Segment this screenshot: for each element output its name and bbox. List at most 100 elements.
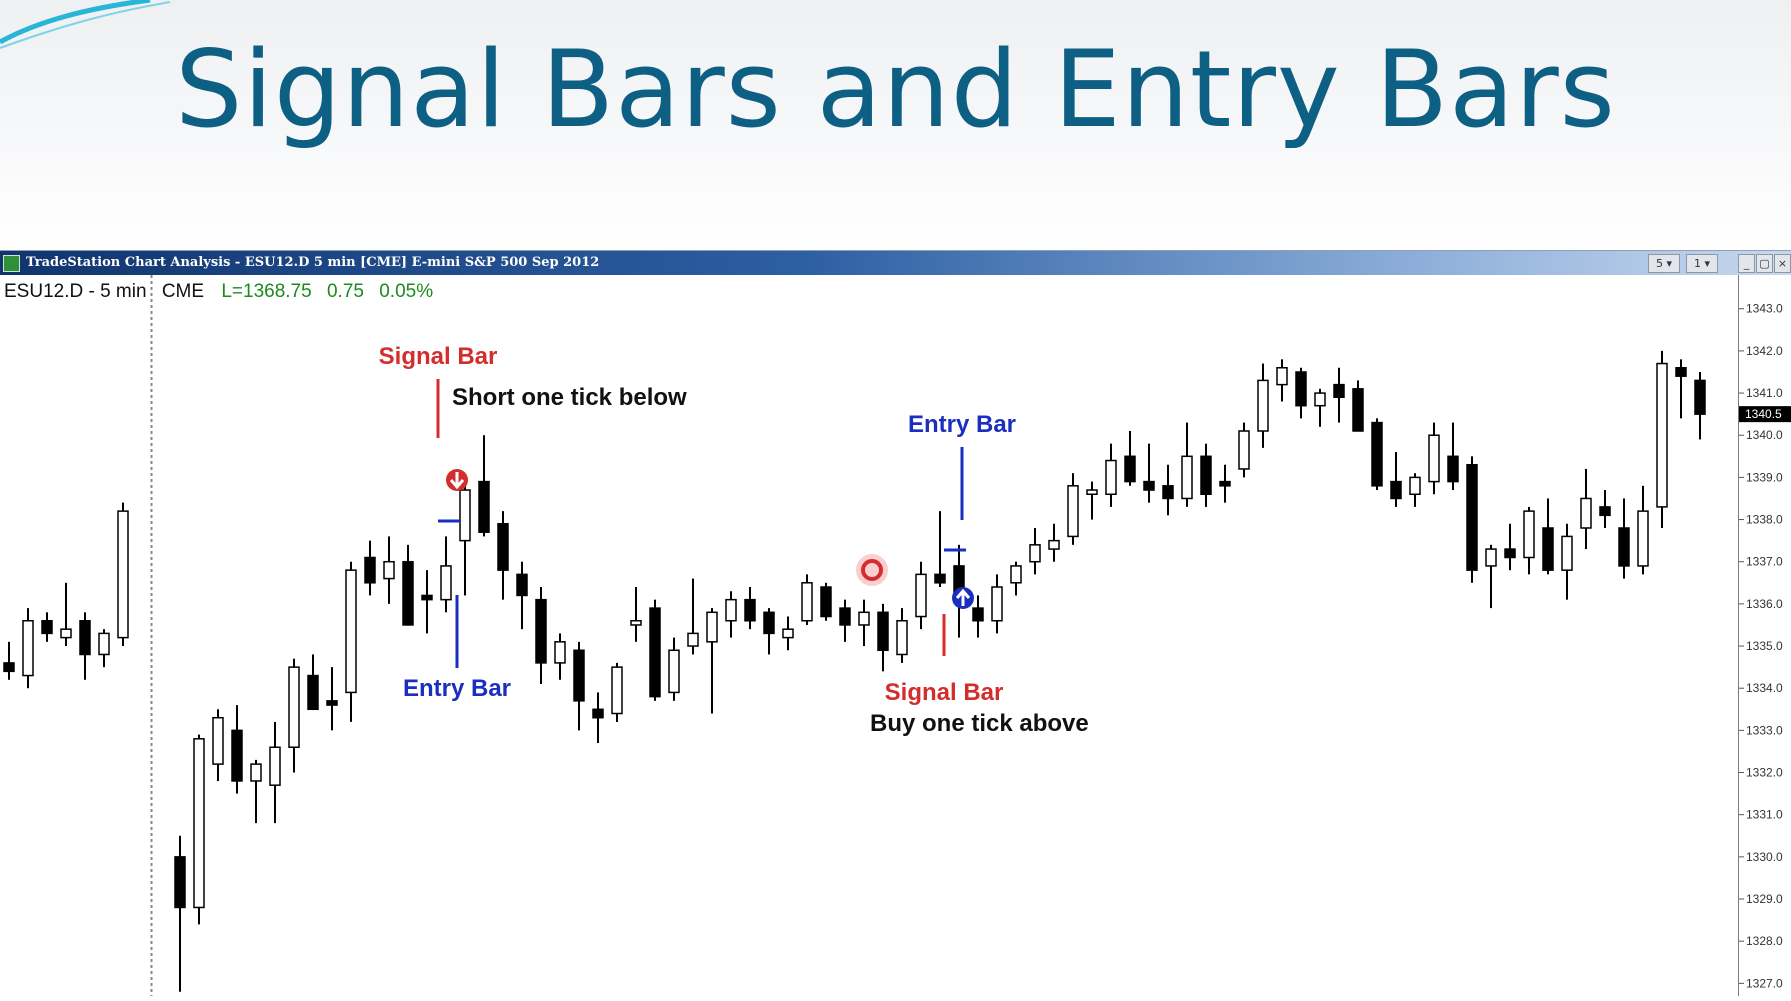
candle-body-79 (1542, 527, 1554, 571)
candle-body-28 (573, 649, 585, 702)
candlestick-chart: Signal Bar Short one tick below Entry Ba… (3, 275, 1706, 996)
candle-body-49 (972, 607, 984, 622)
candles-group (3, 350, 1706, 992)
axis-tick-label-2: 1341.0 (1746, 386, 1783, 400)
last-price: L=1368.75 (221, 281, 312, 302)
axis-tick-label-11: 1332.0 (1746, 766, 1783, 780)
plot-area[interactable]: Signal Bar Short one tick below Entry Ba… (0, 275, 1739, 996)
price-change-pct: 0.05% (379, 281, 434, 302)
candle-body-59 (1162, 485, 1174, 500)
candle-body-24 (497, 523, 509, 571)
price-axis[interactable]: 1343.0 1342.0 1341.0 1340.0 1339.0 1338.0 1337… (1739, 275, 1791, 996)
long-entry-arrow-icon (952, 587, 974, 609)
signal-bar-label-2: Signal Bar (885, 679, 1004, 706)
axis-tick-label-7: 1336.0 (1746, 597, 1783, 611)
candle-body-26 (535, 598, 547, 664)
candle-body-45 (896, 619, 908, 656)
candle-body-44 (877, 611, 889, 652)
candle-body-13 (288, 666, 300, 748)
candle-body-47 (934, 573, 946, 584)
axis-tick-label-13: 1330.0 (1746, 850, 1783, 864)
entry-bar-label-2: Entry Bar (908, 411, 1016, 438)
candle-body-66 (1295, 371, 1307, 407)
axis-ticks-group: 1343.0 1342.0 1341.0 1340.0 1339.0 1338.0 1337… (1739, 302, 1783, 990)
prior-exit-marker-icon (856, 554, 888, 586)
candle-body-63 (1238, 430, 1250, 470)
candle-body-34 (687, 632, 699, 647)
candle-body-69 (1352, 388, 1364, 432)
candle-body-31 (630, 619, 642, 626)
maximize-button[interactable]: ▢ (1756, 254, 1773, 273)
candle-body-71 (1390, 480, 1402, 500)
candle-body-33 (668, 649, 680, 694)
candle-body-41 (820, 586, 832, 618)
interval-dropdown-button[interactable]: 5 ▾ (1648, 254, 1680, 273)
candle-body-40 (801, 582, 813, 622)
candle-body-11 (250, 763, 262, 782)
minimize-button[interactable]: _ (1738, 254, 1755, 273)
current-price-label: 1340.5 (1745, 407, 1782, 421)
axis-tick-label-16: 1327.0 (1746, 976, 1783, 990)
candle-body-35 (706, 611, 718, 643)
candle-body-19 (402, 560, 414, 626)
chart-window: TradeStation Chart Analysis - ESU12.D 5 … (0, 250, 1791, 996)
candle-body-12 (269, 746, 281, 786)
candle-body-42 (839, 607, 851, 626)
axis-tick-label-8: 1335.0 (1746, 639, 1783, 653)
axis-tick-label-1: 1342.0 (1746, 344, 1783, 358)
price-axis-scale: 1343.0 1342.0 1341.0 1340.0 1339.0 1338.0 1337… (1739, 302, 1791, 990)
candle-body-17 (364, 556, 376, 584)
candle-body-51 (1010, 565, 1022, 584)
candle-body-22 (459, 489, 471, 542)
axis-tick-label-5: 1338.0 (1746, 513, 1783, 527)
candle-body-23 (478, 480, 490, 533)
window-titlebar[interactable]: TradeStation Chart Analysis - ESU12.D 5 … (0, 251, 1791, 275)
symbol-label: ESU12.D - 5 min (4, 281, 147, 302)
candle-body-60 (1181, 455, 1193, 500)
candle-body-37 (744, 598, 756, 622)
candle-body-1 (22, 619, 34, 677)
candle-body-67 (1314, 392, 1326, 407)
candle-body-38 (763, 611, 775, 635)
candle-body-87 (1694, 379, 1706, 415)
candle-body-65 (1276, 367, 1288, 386)
candle-body-32 (649, 607, 661, 698)
candle-body-70 (1371, 421, 1383, 487)
candle-body-27 (554, 641, 566, 664)
candle-body-64 (1257, 379, 1269, 432)
candle-body-75 (1466, 463, 1478, 571)
candle-body-3 (60, 628, 72, 639)
window-title: TradeStation Chart Analysis - ESU12.D 5 … (26, 255, 600, 270)
axis-tick-label-6: 1337.0 (1746, 555, 1783, 569)
candle-body-8 (193, 738, 205, 909)
current-price-marker (1739, 406, 1791, 423)
candle-body-74 (1447, 455, 1459, 483)
candle-body-57 (1124, 455, 1136, 483)
slide-title: Signal Bars and Entry Bars (175, 28, 1616, 151)
exchange-label: CME (161, 281, 205, 302)
candle-body-52 (1029, 544, 1041, 563)
close-button[interactable]: × (1774, 254, 1791, 273)
candle-body-80 (1561, 535, 1573, 571)
candle-body-2 (41, 619, 53, 635)
candle-body-56 (1105, 459, 1117, 496)
candle-body-72 (1409, 476, 1421, 496)
axis-tick-label-10: 1333.0 (1746, 723, 1783, 737)
candle-body-53 (1048, 539, 1060, 550)
candle-body-25 (516, 573, 528, 597)
candle-body-30 (611, 666, 623, 715)
axis-tick-label-4: 1339.0 (1746, 470, 1783, 484)
candle-body-81 (1580, 497, 1592, 529)
axis-tick-label-0: 1343.0 (1746, 302, 1783, 316)
candle-body-54 (1067, 485, 1079, 538)
axis-tick-label-14: 1329.0 (1746, 892, 1783, 906)
candle-body-39 (782, 628, 794, 639)
candle-body-50 (991, 586, 1003, 622)
slide-background (0, 0, 1791, 250)
entry-bar-label-1: Entry Bar (403, 675, 511, 702)
axis-tick-label-15: 1328.0 (1746, 934, 1783, 948)
candle-body-62 (1219, 480, 1231, 487)
candle-body-16 (345, 569, 357, 694)
candle-body-85 (1656, 362, 1668, 508)
timeframe-dropdown-button[interactable]: 1 ▾ (1686, 254, 1718, 273)
